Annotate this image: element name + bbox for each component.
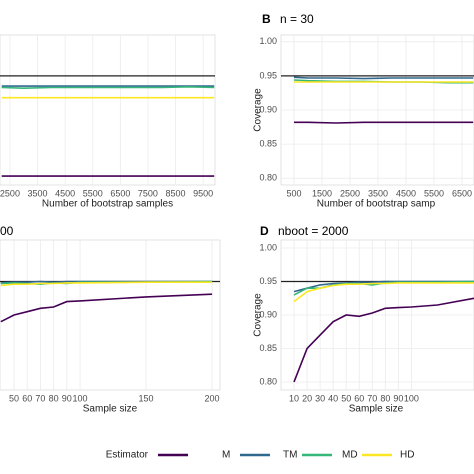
y-tick-label: 0.95 [259,276,277,286]
x-tick-label: 50 [341,393,351,403]
legend-title: Estimator [106,450,149,461]
y-tick-label: 1.00 [259,36,277,46]
x-tick-label: 5500 [424,188,444,198]
x-tick-label: 20 [302,393,312,403]
x-tick-label: 5500 [83,188,103,198]
y-tick-label: 0.80 [259,173,277,183]
series-line [294,121,474,124]
x-tick-label: 1500 [312,188,332,198]
y-tick-label: 0.85 [259,343,277,353]
x-tick-label: 60 [354,393,364,403]
x-tick-label: 40 [328,393,338,403]
x-tick-label: 4500 [55,188,75,198]
x-tick-label: 50 [9,393,19,403]
legend-label: MD [342,450,358,461]
series-line [0,293,213,323]
x-tick-label: 9500 [193,188,213,198]
series-line [293,297,474,383]
y-tick-label: 1.00 [259,242,277,252]
x-axis-label: Number of bootstrap samp [317,199,436,210]
x-tick-label: 6500 [110,188,130,198]
y-tick-label: 0.90 [259,309,277,319]
series-line [1,85,215,90]
x-axis-label: Number of bootstrap samples [42,199,173,210]
legend-label: HD [400,450,414,461]
x-tick-label: 90 [393,393,403,403]
series-line [0,281,213,287]
x-tick-label: 100 [404,393,419,403]
x-tick-label: 10 [289,393,299,403]
legend-label: M [222,450,230,461]
x-tick-label: 60 [22,393,32,403]
x-tick-label: 90 [62,393,72,403]
x-axis-label: Sample size [349,404,404,415]
x-tick-label: 30 [315,393,325,403]
x-tick-label: 100 [73,393,88,403]
x-tick-label: 6500 [452,188,472,198]
y-tick-label: 0.80 [259,376,277,386]
y-axis-label: Coverage [253,293,264,337]
series-line [293,76,474,80]
x-tick-label: 3500 [28,188,48,198]
x-tick-label: 2500 [0,188,20,198]
x-tick-label: 200 [205,393,220,403]
y-tick-label: 0.95 [259,70,277,80]
x-tick-label: 500 [286,188,301,198]
x-tick-label: 3500 [368,188,388,198]
plot-panel [0,239,221,391]
x-tick-label: 150 [139,393,154,403]
panel-label: D [260,224,269,238]
chart-title: 00 [0,224,14,238]
chart-title: nboot = 2000 [278,224,349,238]
x-tick-label: 80 [49,393,59,403]
x-tick-label: 2500 [340,188,360,198]
y-tick-label: 0.90 [259,104,277,114]
x-axis-label: Sample size [83,404,138,415]
panel-label: B [262,12,271,26]
legend-label: TM [283,450,297,461]
x-tick-label: 8500 [166,188,186,198]
x-tick-label: 70 [367,393,377,403]
x-tick-label: 4500 [396,188,416,198]
x-tick-label: 80 [380,393,390,403]
y-axis-label: Coverage [253,88,264,132]
series-line [293,282,474,303]
chart-title: n = 30 [280,12,314,26]
y-tick-label: 0.85 [259,138,277,148]
plot-panel [0,34,216,186]
x-tick-label: 70 [35,393,45,403]
x-tick-label: 7500 [138,188,158,198]
